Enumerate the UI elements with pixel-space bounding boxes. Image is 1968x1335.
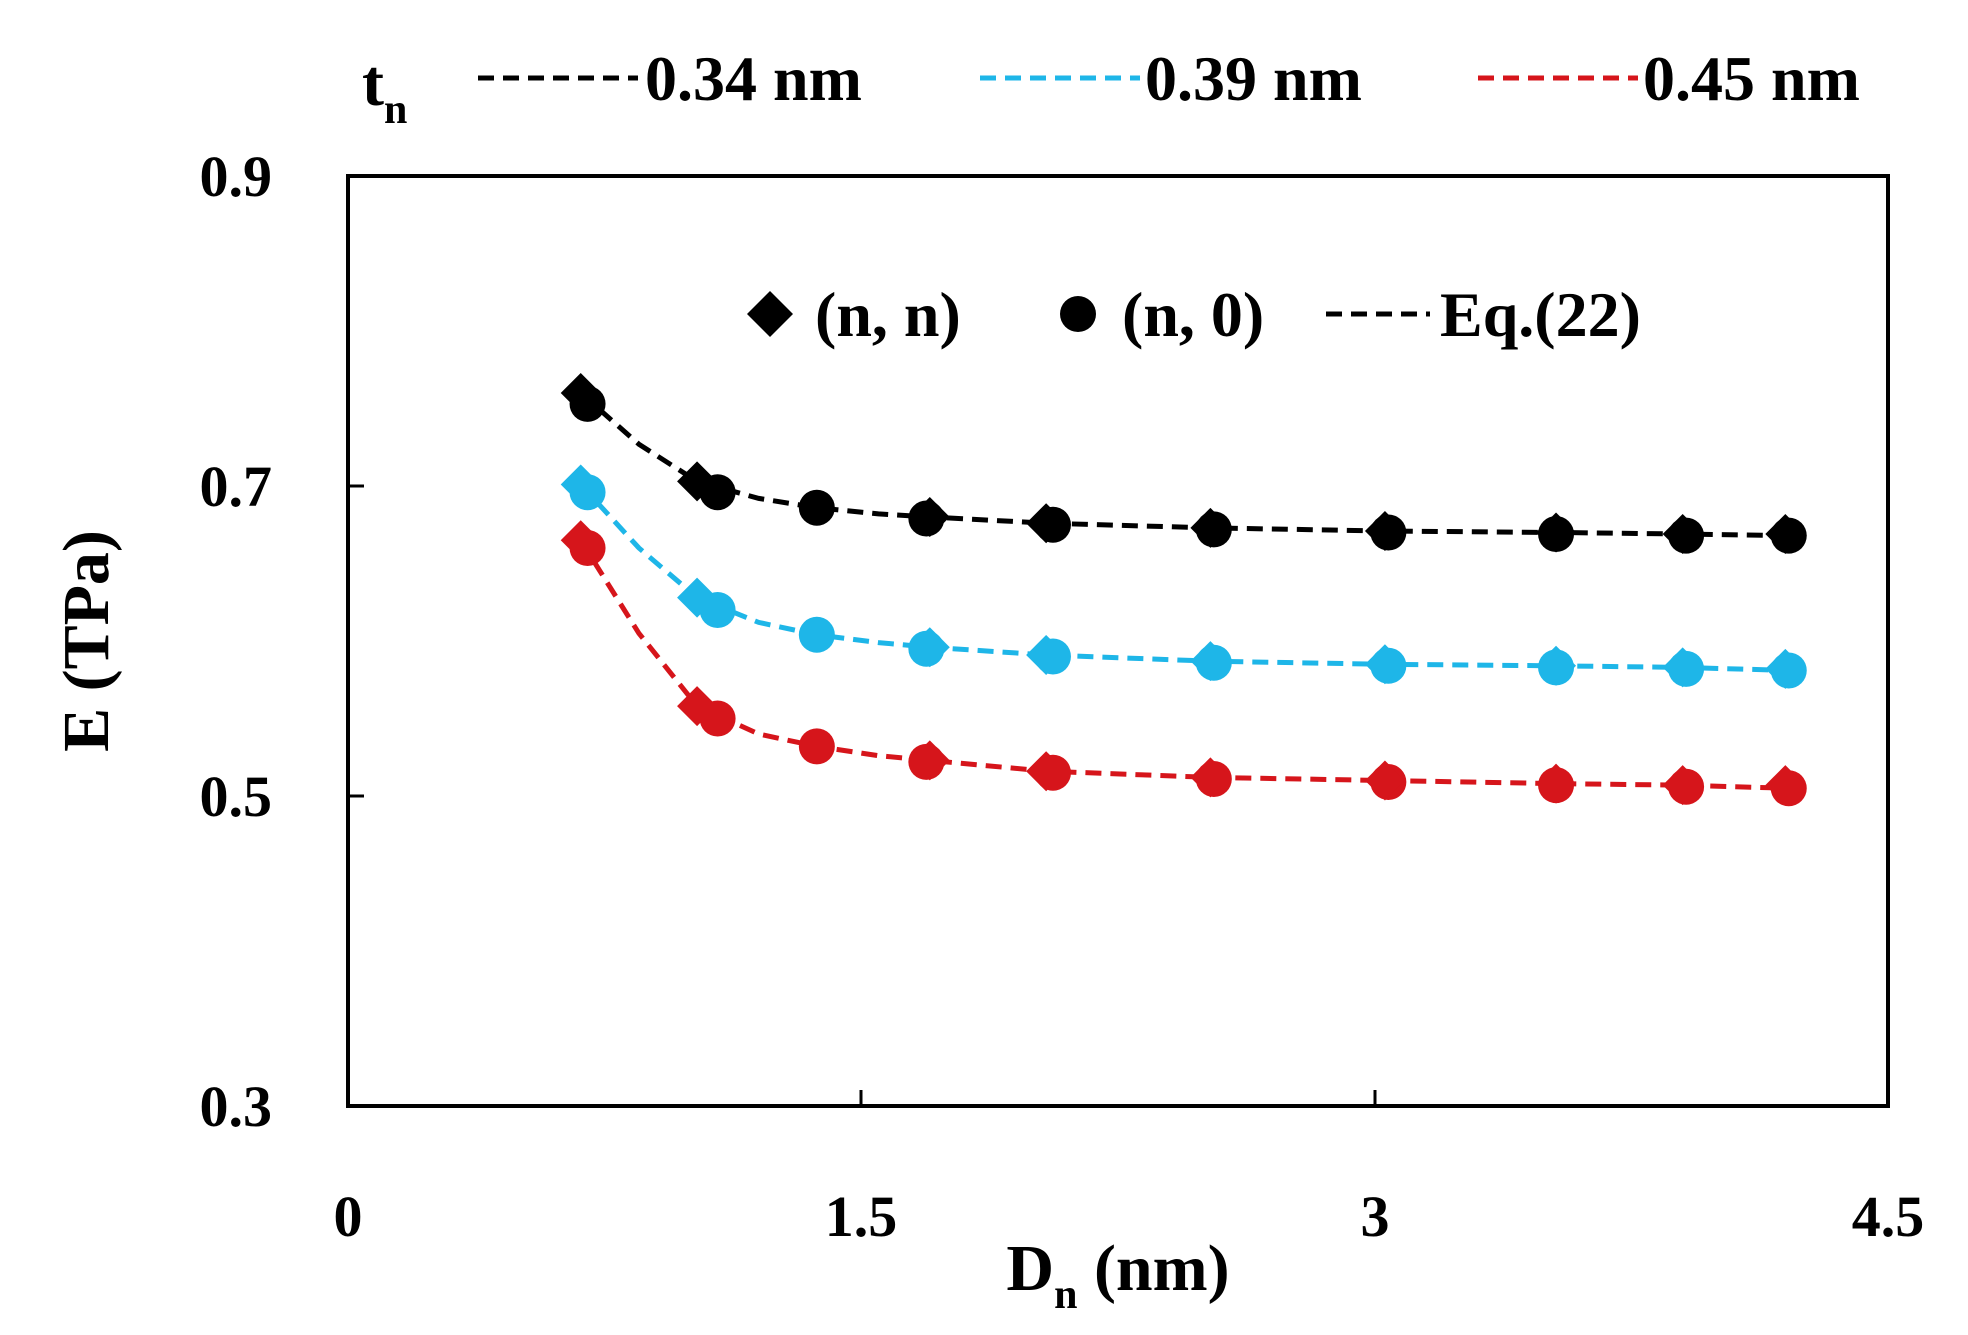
legend-label-0-45: 0.45 nm [1643,43,1860,114]
armchair-point [1190,757,1231,798]
legend-label-armchair: (n, n) [815,279,961,350]
plot-area-frame [346,174,1890,1108]
armchair-point [1536,645,1577,686]
armchair-point [677,686,718,727]
armchair-point [677,577,718,618]
x-tick-label: 0 [334,1184,363,1249]
armchair-point [1765,648,1806,689]
armchair-point [1190,507,1231,548]
armchair-point [909,497,950,537]
armchair-point [1026,503,1067,544]
x-tick-label: 1.5 [825,1184,898,1249]
zigzag-point [798,616,835,653]
y-tick-label: 0.3 [200,1074,273,1139]
armchair-point [1364,510,1405,551]
armchair-point [1364,760,1405,801]
legend-label-0-39: 0.39 nm [1145,43,1362,114]
armchair-point [560,373,601,413]
armchair-point [1536,512,1577,553]
armchair-point [909,740,950,781]
thickness-legend: tn 0.34 nm 0.39 nm 0.45 nm [362,43,1860,133]
y-tick-label: 0.9 [200,144,273,209]
y-axis-title: E (TPa) [50,530,123,752]
series-0-45-nm [560,520,1807,807]
legend-circle-marker [1060,296,1096,332]
armchair-point [1765,765,1806,806]
y-tick-label: 0.7 [200,454,273,519]
armchair-point [1536,763,1577,804]
series-layer [560,373,1807,807]
marker-legend: (n, n) (n, 0) Eq.(22) [747,279,1641,350]
series-0-34-nm [560,373,1807,555]
zigzag-point [798,489,835,526]
y-axis: 0.3 0.5 0.7 0.9 E (TPa) [50,144,364,1139]
y-tick-label: 0.5 [200,764,273,829]
eq22-line [578,482,1789,673]
x-tick-label: 3 [1361,1184,1390,1249]
armchair-point [1662,765,1703,806]
x-axis: 0 1.5 3 4.5 Dn (nm) [334,1090,1925,1318]
armchair-point [1026,634,1067,675]
armchair-point [1662,514,1703,555]
eq22-line [579,391,1789,539]
legend-label-zigzag: (n, 0) [1122,279,1264,350]
armchair-point [560,464,601,505]
zigzag-point [798,728,835,765]
legend-label-0-34: 0.34 nm [645,43,862,114]
armchair-point [1190,641,1231,682]
x-axis-title: Dn (nm) [1006,1232,1229,1318]
legend-diamond-marker [747,291,793,337]
armchair-point [1364,644,1405,685]
thickness-legend-title: tn [362,47,407,133]
x-tick-label: 4.5 [1852,1184,1925,1249]
armchair-point [677,461,718,502]
armchair-point [560,520,601,561]
series-0-39-nm [560,464,1807,689]
armchair-point [909,627,950,668]
armchair-point [1026,751,1067,792]
armchair-point [1662,647,1703,688]
armchair-point [1765,514,1806,555]
legend-label-eq22: Eq.(22) [1440,279,1641,350]
